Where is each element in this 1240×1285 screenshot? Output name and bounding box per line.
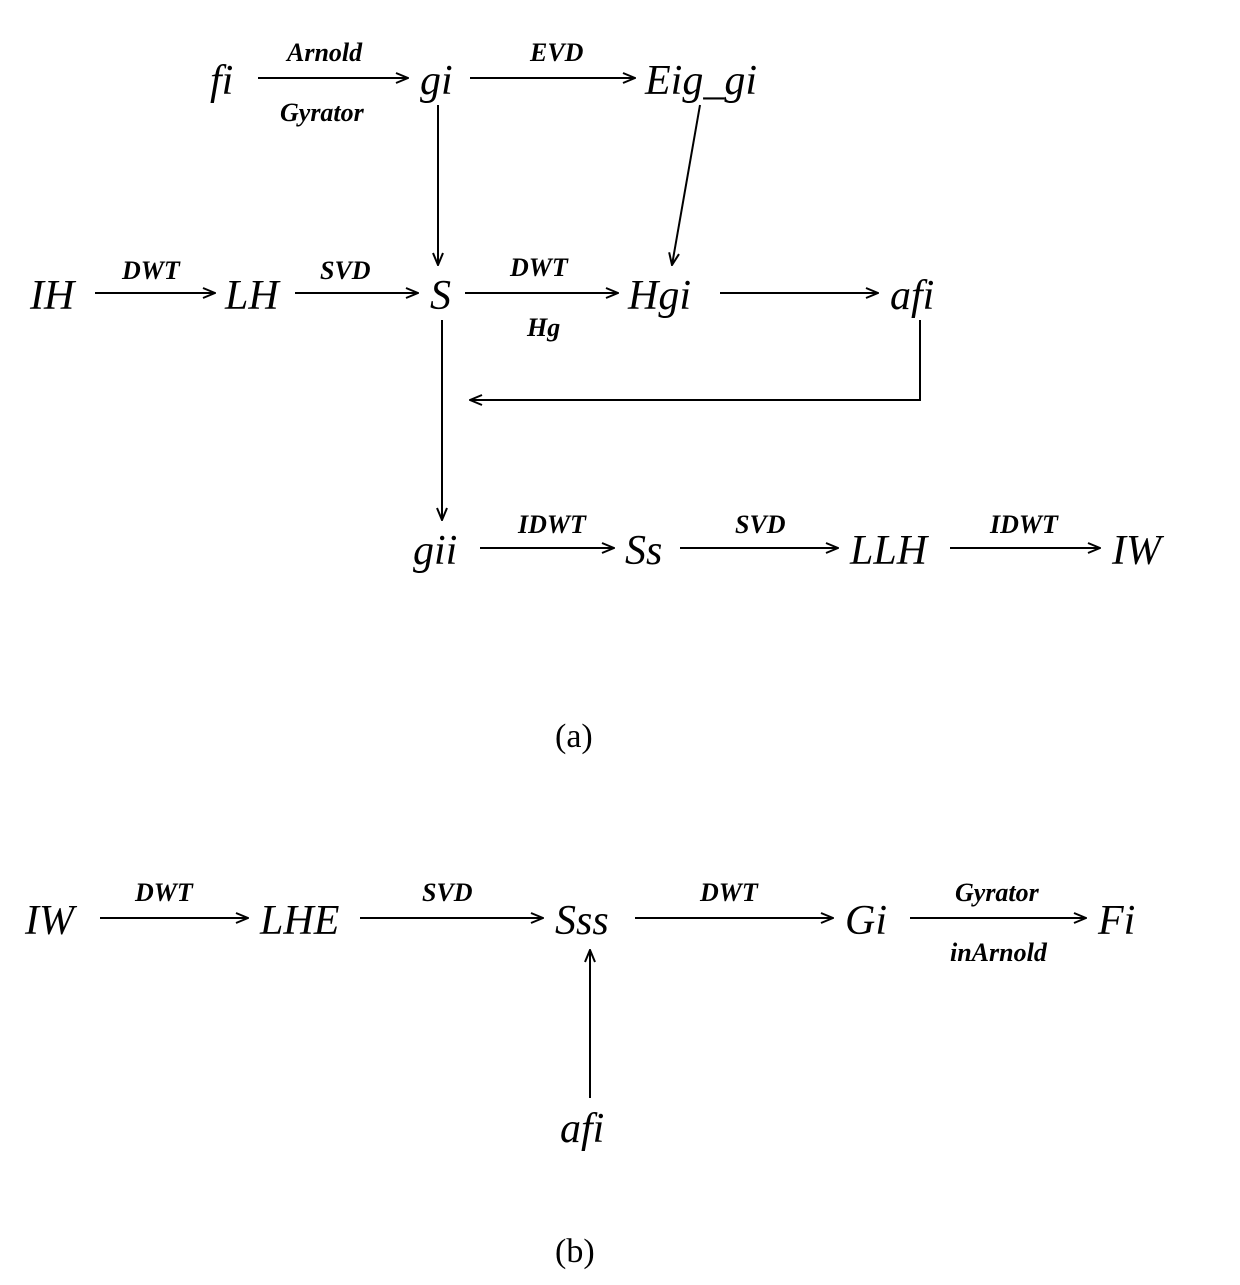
node-lhe: LHE xyxy=(260,900,339,942)
node-s: S xyxy=(430,275,451,317)
node-lh: LH xyxy=(225,275,279,317)
node-fi2: Fi xyxy=(1098,900,1135,942)
edge-gyrator2: Gyrator xyxy=(955,880,1039,906)
node-gi2: Gi xyxy=(845,900,887,942)
edge-dwt2: DWT xyxy=(510,255,568,281)
edge-gyrator: Gyrator xyxy=(280,100,364,126)
node-gii: gii xyxy=(413,530,457,572)
edge-svd3: SVD xyxy=(422,880,473,906)
diagram-canvas: fi gi Eig_gi IH LH S Hgi afi gii Ss LLH … xyxy=(0,0,1240,1285)
node-ss: Ss xyxy=(625,530,662,572)
edge-evd: EVD xyxy=(530,40,583,66)
node-afi: afi xyxy=(890,275,934,317)
edge-svd2: SVD xyxy=(735,512,786,538)
arrows-layer xyxy=(0,0,1240,1285)
node-sss: Sss xyxy=(555,900,609,942)
node-iw: IW xyxy=(1112,530,1161,572)
node-llh: LLH xyxy=(850,530,927,572)
node-ih: IH xyxy=(30,275,74,317)
edge-hg: Hg xyxy=(527,315,560,341)
node-fi: fi xyxy=(210,60,233,102)
node-hgi: Hgi xyxy=(628,275,691,317)
edge-dwt1: DWT xyxy=(122,258,180,284)
caption-a: (a) xyxy=(555,720,593,754)
edge-idwt1: IDWT xyxy=(518,512,586,538)
node-eig-gi: Eig_gi xyxy=(645,60,757,102)
node-gi: gi xyxy=(420,60,453,102)
edge-dwt3: DWT xyxy=(135,880,193,906)
edge-inarnold: inArnold xyxy=(950,940,1047,966)
edge-idwt2: IDWT xyxy=(990,512,1058,538)
edge-svd1: SVD xyxy=(320,258,371,284)
caption-b: (b) xyxy=(555,1235,595,1269)
node-iw2: IW xyxy=(25,900,74,942)
edge-dwt4: DWT xyxy=(700,880,758,906)
edge-arnold: Arnold xyxy=(287,40,362,66)
node-afi2: afi xyxy=(560,1108,604,1150)
